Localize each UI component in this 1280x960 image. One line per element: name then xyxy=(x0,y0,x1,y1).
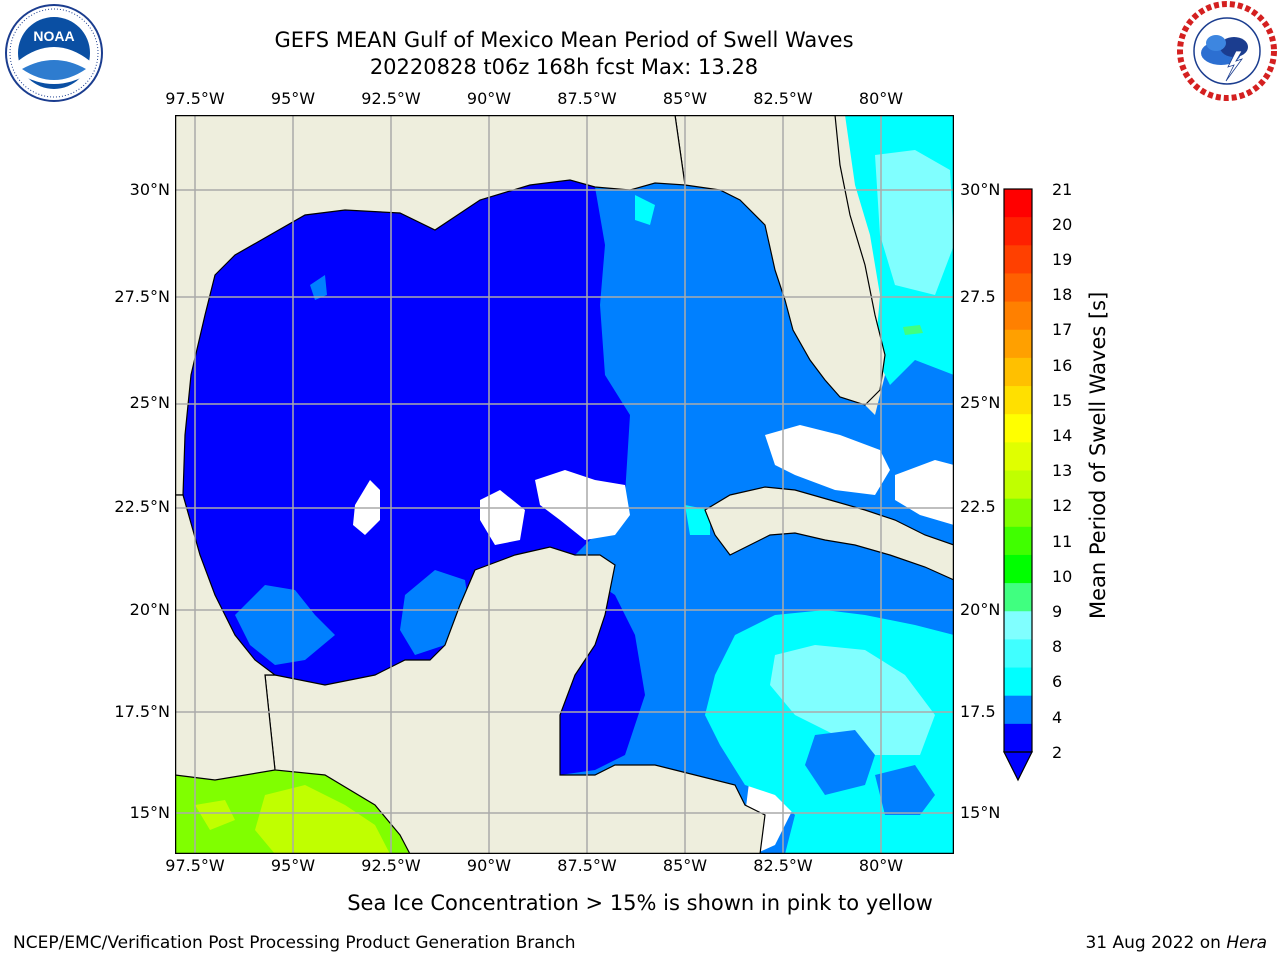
lon-label-bottom: 85°W xyxy=(662,856,708,875)
us-coast-land xyxy=(175,115,686,496)
colorbar-cell xyxy=(1004,189,1032,218)
nws-logo xyxy=(1177,1,1277,101)
colorbar-cell xyxy=(1004,217,1032,246)
footer-date: 31 Aug 2022 on Hera xyxy=(1085,933,1267,953)
colorbar-cell xyxy=(1004,329,1032,359)
lon-label-top: 85°W xyxy=(662,89,708,108)
chart-subtitle: 20220828 t06z 168h fcst Max: 13.28 xyxy=(369,55,759,79)
lon-label-bottom: 82.5°W xyxy=(753,856,813,875)
sea-ice-note: Sea Ice Concentration > 15% is shown in … xyxy=(347,891,933,915)
colorbar-tick: 12 xyxy=(1052,496,1073,515)
lon-label-bottom: 92.5°W xyxy=(361,856,421,875)
lon-label-top: 90°W xyxy=(466,89,512,108)
colorbar-cell xyxy=(1004,526,1032,556)
lat-label-right: 20°N xyxy=(960,600,1001,619)
colorbar-tick: 20 xyxy=(1052,215,1073,234)
gulf-water-deep xyxy=(183,180,630,685)
lon-label-bottom: 97.5°W xyxy=(165,856,225,875)
colorbar-tick: 17 xyxy=(1052,320,1073,339)
lat-label-right: 30°N xyxy=(960,180,1001,199)
colorbar-cell xyxy=(1004,667,1032,697)
lat-label-right: 22.5 xyxy=(960,497,996,516)
colorbar-cell xyxy=(1004,470,1032,500)
colorbar-cell xyxy=(1004,554,1032,584)
gulf-of-mexico-map xyxy=(175,115,954,854)
lon-label-top: 87.5°W xyxy=(557,89,617,108)
footer-machine: Hera xyxy=(1226,933,1267,953)
colorbar-title: Mean Period of Swell Waves [s] xyxy=(1086,291,1110,619)
lon-label-bottom: 95°W xyxy=(270,856,316,875)
lat-label-right: 15°N xyxy=(960,803,1001,822)
colorbar-tick: 16 xyxy=(1052,356,1073,375)
graticule xyxy=(175,115,954,854)
colorbar-cell xyxy=(1004,414,1032,443)
lat-label-left: 22.5°N xyxy=(114,497,170,516)
colorbar-cell xyxy=(1004,498,1032,528)
florida-land xyxy=(674,115,886,406)
colorbar-tick: 2 xyxy=(1052,743,1063,762)
colorbar-cell xyxy=(1004,357,1032,387)
colorbar-cell xyxy=(1004,639,1032,669)
lat-label-left: 15°N xyxy=(129,803,170,822)
colorbar-cell xyxy=(1004,386,1032,415)
lat-label-right: 25°N xyxy=(960,393,1001,412)
colorbar-tick: 10 xyxy=(1052,567,1073,586)
colorbar-cell xyxy=(1004,695,1032,725)
colorbar-tick: 11 xyxy=(1052,532,1073,551)
colorbar-cell xyxy=(1004,611,1032,640)
lon-label-bottom: 80°W xyxy=(858,856,904,875)
colorbar-cell xyxy=(1004,583,1032,612)
lat-label-left: 25°N xyxy=(129,393,170,412)
lat-label-left: 17.5°N xyxy=(114,702,170,721)
colorbar-tick: 8 xyxy=(1052,637,1063,656)
lat-label-left: 20°N xyxy=(129,600,170,619)
colorbar-cell xyxy=(1004,723,1032,753)
colorbar-tick: 13 xyxy=(1052,461,1073,480)
lat-label-left: 30°N xyxy=(129,180,170,199)
cuba-land xyxy=(704,486,954,581)
colorbar-cell xyxy=(1004,273,1032,303)
noaa-logo-text: NOAA xyxy=(33,28,74,44)
lon-label-top: 82.5°W xyxy=(753,89,813,108)
lon-label-top: 92.5°W xyxy=(361,89,421,108)
noaa-logo: NOAA xyxy=(5,4,103,102)
colorbar-tick: 6 xyxy=(1052,672,1063,691)
colorbar-tick: 4 xyxy=(1052,708,1063,727)
lat-label-right: 17.5 xyxy=(960,702,996,721)
lat-label-right: 27.5 xyxy=(960,287,996,306)
colorbar-tick: 14 xyxy=(1052,426,1073,445)
footer-credit: NCEP/EMC/Verification Post Processing Pr… xyxy=(13,933,576,953)
lon-label-bottom: 90°W xyxy=(466,856,512,875)
footer-date-text: 31 Aug 2022 on xyxy=(1085,933,1227,953)
lon-label-top: 95°W xyxy=(270,89,316,108)
lat-label-left: 27.5°N xyxy=(114,287,170,306)
colorbar-cell xyxy=(1004,301,1032,331)
yucatan-land xyxy=(264,546,766,854)
colorbar-tick: 15 xyxy=(1052,391,1073,410)
colorbar-tick: 21 xyxy=(1052,180,1073,199)
colorbar-cell xyxy=(1004,442,1032,471)
colorbar-tick: 18 xyxy=(1052,285,1073,304)
lon-label-top: 97.5°W xyxy=(165,89,225,108)
colorbar-tick: 9 xyxy=(1052,602,1063,621)
colorbar-extend-arrow xyxy=(1003,751,1033,782)
colorbar xyxy=(1003,188,1033,782)
colorbar-tick: 19 xyxy=(1052,250,1073,269)
chart-title: GEFS MEAN Gulf of Mexico Mean Period of … xyxy=(274,28,854,52)
colorbar-cell xyxy=(1004,245,1032,274)
lon-label-bottom: 87.5°W xyxy=(557,856,617,875)
lon-label-top: 80°W xyxy=(858,89,904,108)
